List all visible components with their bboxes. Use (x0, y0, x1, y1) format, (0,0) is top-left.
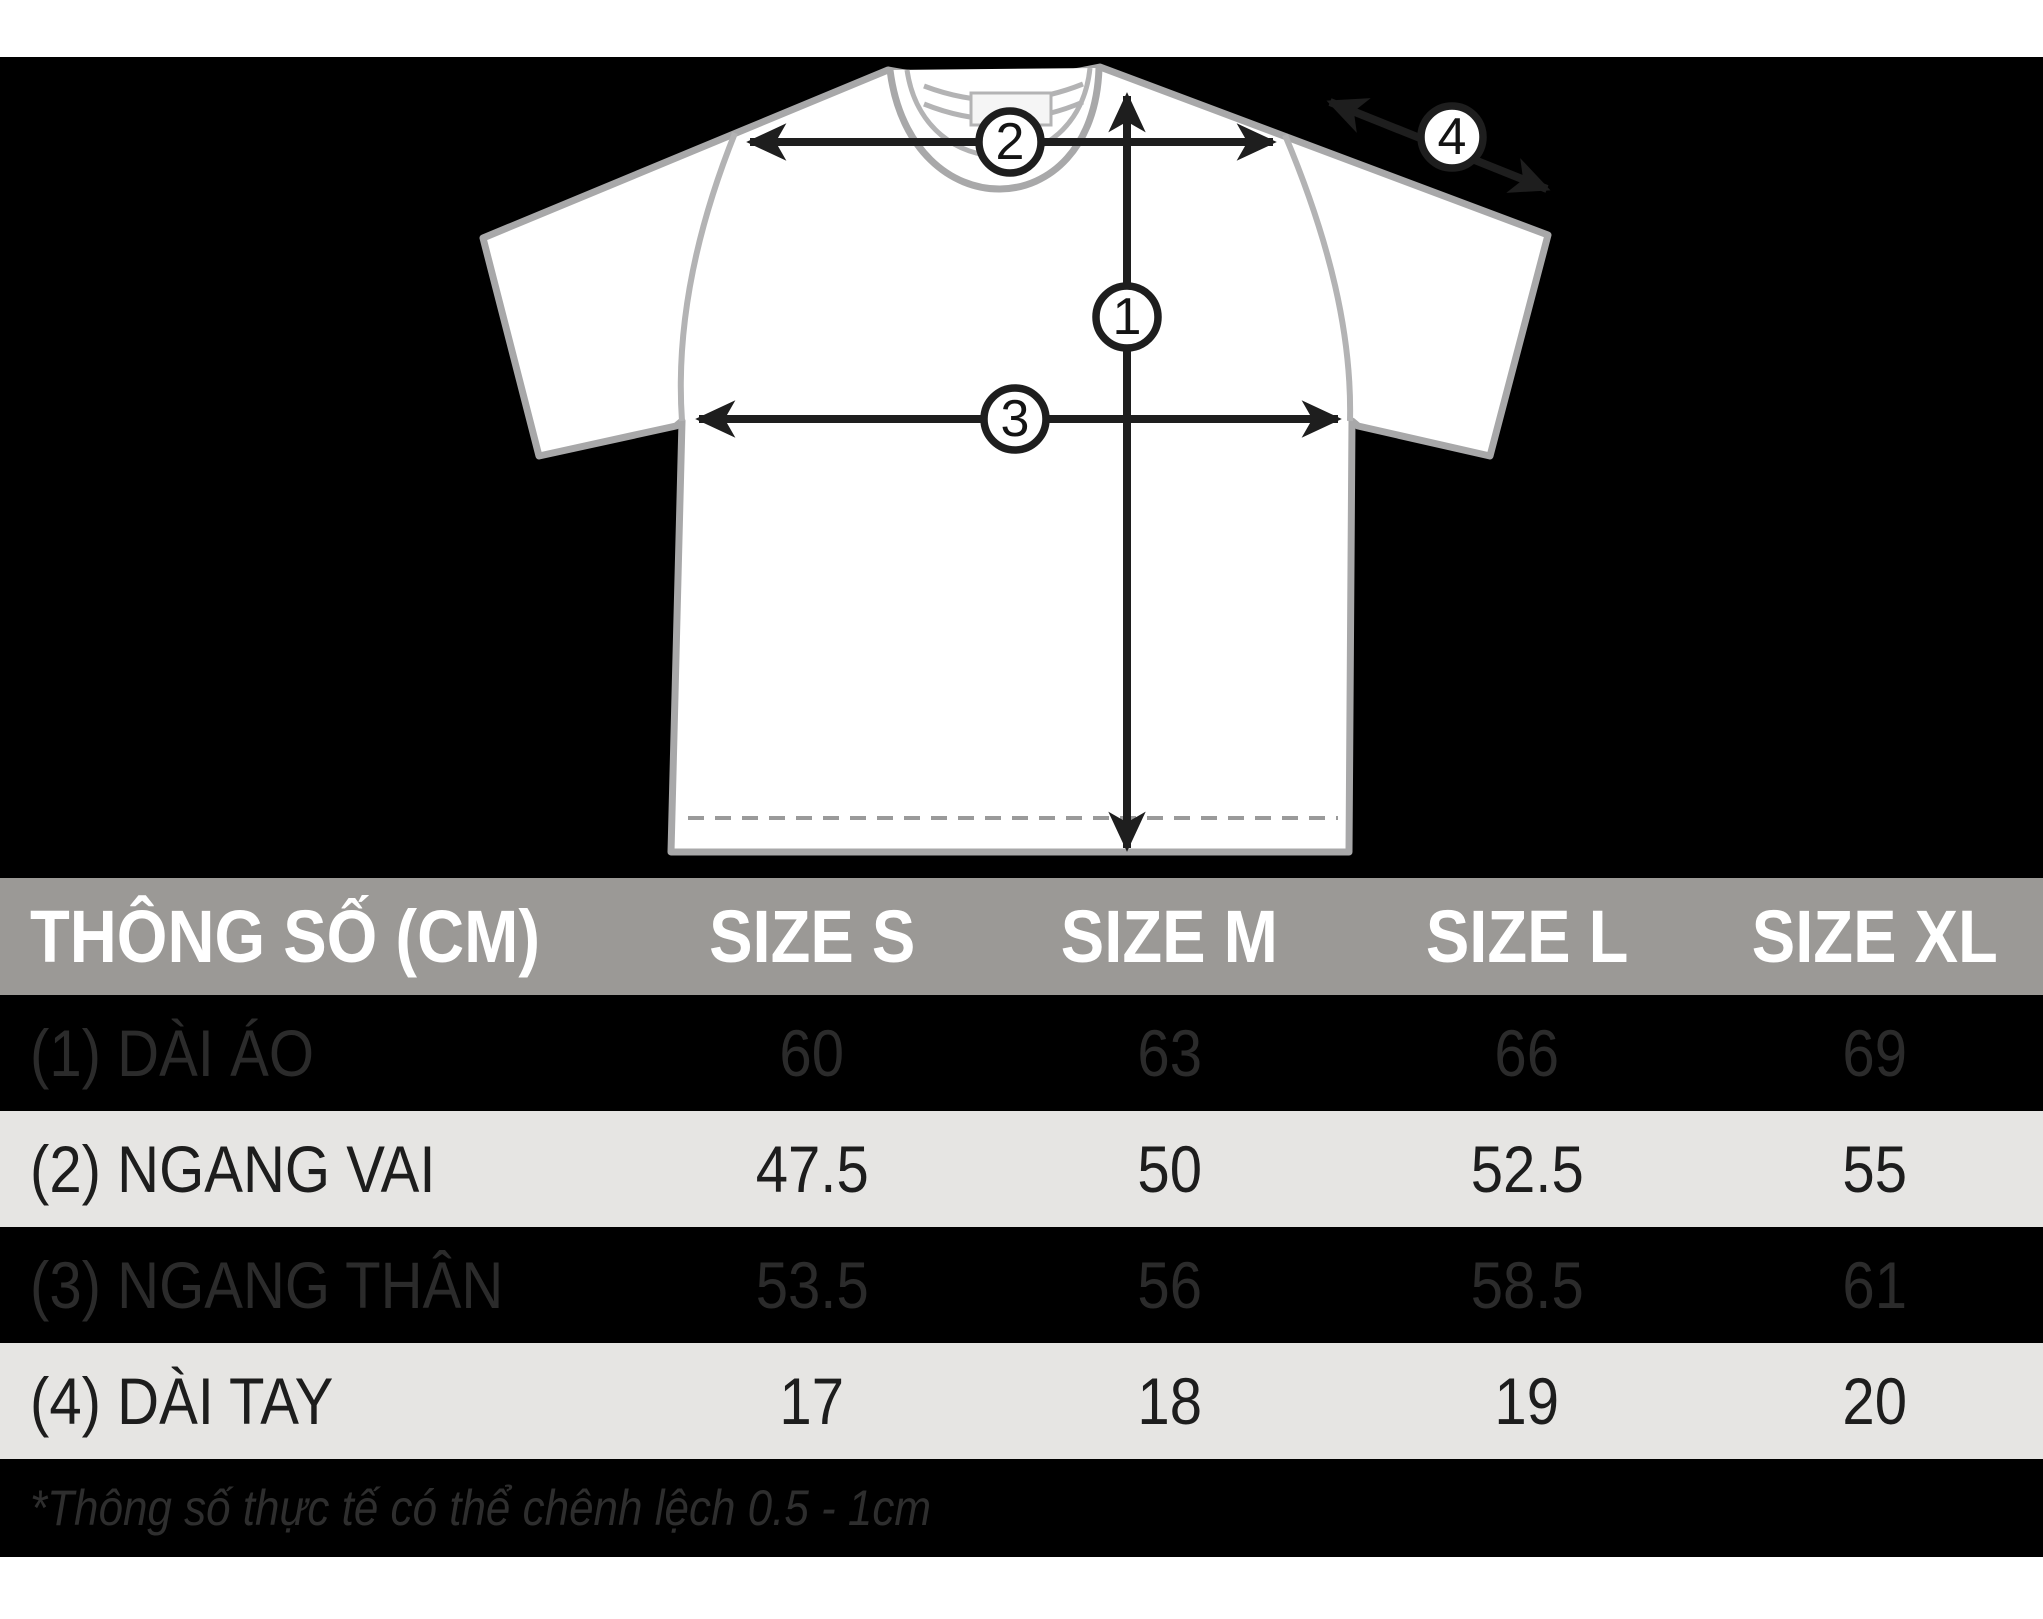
row-label: (1) DÀI ÁO (30, 1016, 314, 1090)
measurement-circle-3: 3 (980, 384, 1050, 454)
cell-value: 60 (779, 1016, 845, 1090)
cell-value: 66 (1494, 1016, 1560, 1090)
tolerance-footnote: *Thông số thực tế có thể chênh lệch 0.5 … (0, 1459, 2043, 1557)
header-parameter: THÔNG SỐ (CM) (30, 894, 541, 978)
header-size-l: SIZE L (1425, 894, 1629, 978)
left-armhole-seam (677, 131, 738, 422)
cell-value: 52.5 (1470, 1132, 1584, 1206)
cell-value: 53.5 (755, 1248, 869, 1322)
cell-value: 17 (779, 1364, 845, 1438)
cell-value: 50 (1137, 1132, 1202, 1206)
cell-value: 63 (1137, 1016, 1202, 1090)
cell-value: 18 (1137, 1364, 1202, 1438)
measurement-circle-4: 4 (1417, 102, 1487, 172)
svg-text:2: 2 (996, 113, 1025, 171)
cell-value: 61 (1842, 1248, 1907, 1322)
black-panel: 2 1 3 4 THÔNG SỐ (CM) SIZE S SIZE M SIZE… (0, 57, 2043, 1557)
header-size-m: SIZE M (1061, 894, 1279, 978)
table-header-row: THÔNG SỐ (CM) SIZE S SIZE M SIZE L SIZE … (0, 878, 2043, 995)
cell-value: 19 (1494, 1364, 1560, 1438)
cell-value: 47.5 (755, 1132, 869, 1206)
table-row-ngang-than: (3) NGANG THÂN 53.5 56 58.5 61 (0, 1227, 2043, 1343)
cell-value: 69 (1842, 1016, 1907, 1090)
measurement-circle-1: 1 (1092, 282, 1162, 352)
table-row-dai-tay: (4) DÀI TAY 17 18 19 20 (0, 1343, 2043, 1459)
table-row-ngang-vai: (2) NGANG VAI 47.5 50 52.5 55 (0, 1111, 2043, 1227)
measurement-circle-2: 2 (975, 107, 1045, 177)
tshirt-measurement-diagram: 2 1 3 4 (479, 63, 1552, 856)
row-label: (3) NGANG THÂN (30, 1248, 504, 1322)
cell-value: 58.5 (1470, 1248, 1584, 1322)
row-label: (2) NGANG VAI (30, 1132, 436, 1206)
svg-text:3: 3 (1001, 390, 1030, 448)
svg-text:1: 1 (1113, 288, 1142, 346)
table-row-dai-ao: (1) DÀI ÁO 60 63 66 69 (0, 995, 2043, 1111)
cell-value: 20 (1842, 1364, 1907, 1438)
header-size-s: SIZE S (708, 894, 916, 978)
header-size-xl: SIZE XL (1751, 894, 1998, 978)
cell-value: 56 (1137, 1248, 1202, 1322)
cell-value: 55 (1842, 1132, 1907, 1206)
row-label: (4) DÀI TAY (30, 1364, 334, 1438)
size-table: THÔNG SỐ (CM) SIZE S SIZE M SIZE L SIZE … (0, 878, 2043, 1557)
right-armhole-seam (1282, 133, 1354, 422)
svg-text:4: 4 (1438, 108, 1467, 166)
